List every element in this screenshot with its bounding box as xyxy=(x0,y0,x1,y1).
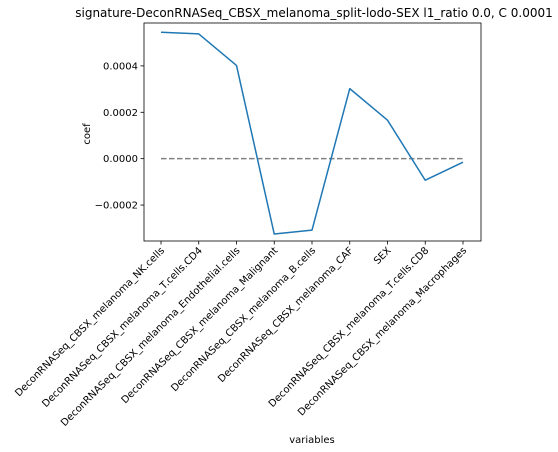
chart-title: signature-DeconRNASeq_CBSX_melanoma_spli… xyxy=(75,6,553,20)
x-tick-label: DeconRNASeq_CBSX_melanoma_Endothelial.ce… xyxy=(59,245,243,429)
y-tick-label: 0.0004 xyxy=(103,61,138,72)
series-line xyxy=(160,31,464,235)
x-axis-title: variables xyxy=(289,435,335,446)
x-tick-label: SEX xyxy=(372,245,394,267)
axes-frame xyxy=(143,22,482,242)
y-tick-label: 0.0002 xyxy=(103,108,138,119)
x-tick-label: DeconRNASeq_CBSX_melanoma_CAF xyxy=(216,245,356,385)
y-tick-label: −0.0002 xyxy=(95,201,138,212)
y-tick-label: 0.0000 xyxy=(103,154,138,165)
y-axis-title: coef xyxy=(82,123,93,145)
plot-area: −0.0002 0.0000 0.0002 0.0004 DeconRNASeq_CBS… xyxy=(13,22,482,429)
